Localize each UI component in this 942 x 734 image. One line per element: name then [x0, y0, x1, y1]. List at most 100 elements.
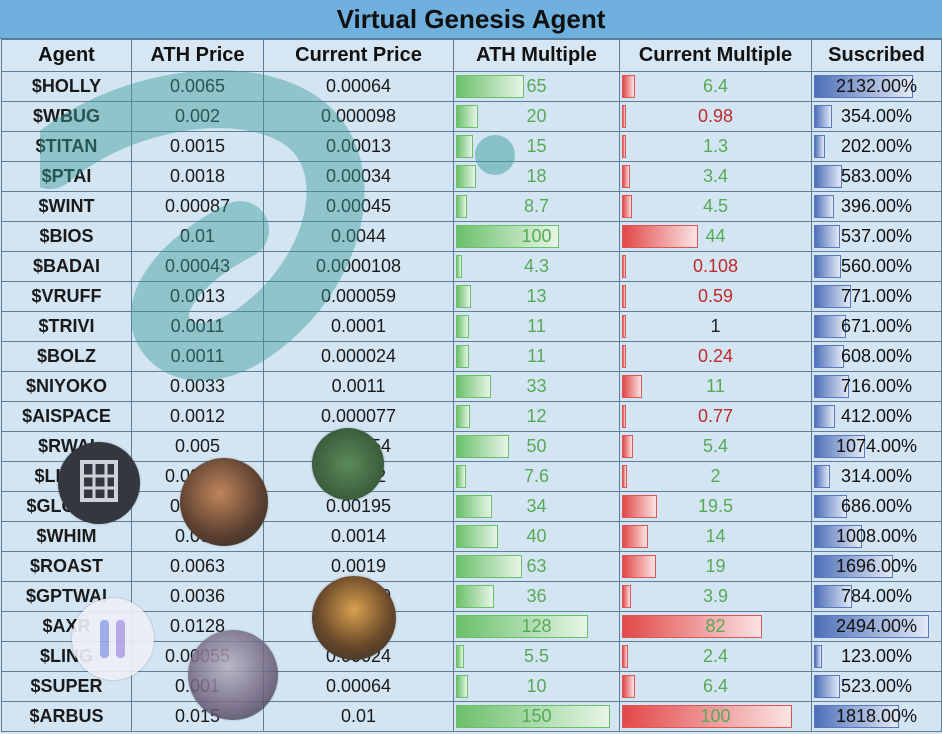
cell-current-price[interactable]: 0.000077	[263, 401, 454, 432]
cell-current-price[interactable]: 0.0044	[263, 221, 454, 252]
cell-current-price[interactable]: 0.00034	[263, 161, 454, 192]
cell-current-multiple[interactable]: 0.77	[619, 401, 812, 432]
cell-agent[interactable]: $VRUFF	[1, 281, 132, 312]
cell-current-price[interactable]: 0.0014	[263, 521, 454, 552]
cell-current-multiple[interactable]: 6.4	[619, 71, 812, 102]
cell-subscribed[interactable]: 2494.00%	[811, 611, 942, 642]
cell-subscribed[interactable]: 396.00%	[811, 191, 942, 222]
cell-ath-multiple[interactable]: 36	[453, 581, 620, 612]
cell-subscribed[interactable]: 202.00%	[811, 131, 942, 162]
cell-agent[interactable]: $WHIM	[1, 521, 132, 552]
cell-agent[interactable]: $TRIVI	[1, 311, 132, 342]
cell-ath-multiple[interactable]: 33	[453, 371, 620, 402]
cell-ath-multiple[interactable]: 50	[453, 431, 620, 462]
cell-current-multiple[interactable]: 100	[619, 701, 812, 732]
cell-agent[interactable]: $PTAI	[1, 161, 132, 192]
cell-ath-price[interactable]: 0.002	[131, 101, 264, 132]
cell-current-multiple[interactable]: 82	[619, 611, 812, 642]
cell-ath-price[interactable]: 0.0065	[131, 71, 264, 102]
cell-subscribed[interactable]: 123.00%	[811, 641, 942, 672]
cell-ath-price[interactable]: 0.0013	[131, 281, 264, 312]
cell-agent[interactable]: $BOLZ	[1, 341, 132, 372]
cell-agent[interactable]: $WBUG	[1, 101, 132, 132]
cell-ath-multiple[interactable]: 65	[453, 71, 620, 102]
cell-ath-multiple[interactable]: 150	[453, 701, 620, 732]
cell-subscribed[interactable]: 523.00%	[811, 671, 942, 702]
col-header-agent[interactable]: Agent	[1, 39, 132, 72]
cell-current-multiple[interactable]: 3.9	[619, 581, 812, 612]
cell-ath-multiple[interactable]: 4.3	[453, 251, 620, 282]
cell-ath-price[interactable]: 0.005	[131, 431, 264, 462]
cell-current-price[interactable]: 0.00045	[263, 191, 454, 222]
cell-agent[interactable]: $NIYOKO	[1, 371, 132, 402]
cell-ath-price[interactable]: 0.0011	[131, 341, 264, 372]
cell-ath-price[interactable]: 0.0033	[131, 371, 264, 402]
col-header-current-price[interactable]: Current Price	[263, 39, 454, 72]
cell-ath-price[interactable]: 0.0015	[131, 131, 264, 162]
cell-current-price[interactable]: 0.00013	[263, 131, 454, 162]
cell-subscribed[interactable]: 354.00%	[811, 101, 942, 132]
cell-subscribed[interactable]: 412.00%	[811, 401, 942, 432]
cell-ath-multiple[interactable]: 100	[453, 221, 620, 252]
cell-ath-multiple[interactable]: 128	[453, 611, 620, 642]
cell-ath-multiple[interactable]: 11	[453, 341, 620, 372]
cell-ath-multiple[interactable]: 7.6	[453, 461, 620, 492]
cell-ath-multiple[interactable]: 12	[453, 401, 620, 432]
cell-ath-multiple[interactable]: 63	[453, 551, 620, 582]
cell-current-multiple[interactable]: 0.98	[619, 101, 812, 132]
cell-ath-price[interactable]: 0.0018	[131, 161, 264, 192]
col-header-ath-price[interactable]: ATH Price	[131, 39, 264, 72]
cell-subscribed[interactable]: 608.00%	[811, 341, 942, 372]
cell-current-price[interactable]: 0.0000108	[263, 251, 454, 282]
cell-current-price[interactable]: 0.000059	[263, 281, 454, 312]
cell-ath-price[interactable]: 0.0012	[131, 401, 264, 432]
cell-ath-multiple[interactable]: 13	[453, 281, 620, 312]
cell-ath-price[interactable]: 0.00043	[131, 251, 264, 282]
cell-subscribed[interactable]: 314.00%	[811, 461, 942, 492]
cell-current-price[interactable]: 0.000098	[263, 101, 454, 132]
col-header-current-multiple[interactable]: Current Multiple	[619, 39, 812, 72]
cell-current-multiple[interactable]: 11	[619, 371, 812, 402]
cell-current-price[interactable]: 0.000024	[263, 341, 454, 372]
cell-subscribed[interactable]: 1008.00%	[811, 521, 942, 552]
cell-ath-multiple[interactable]: 11	[453, 311, 620, 342]
cell-current-multiple[interactable]: 5.4	[619, 431, 812, 462]
cell-ath-price[interactable]: 0.00087	[131, 191, 264, 222]
cell-agent[interactable]: $AISPACE	[1, 401, 132, 432]
cell-current-multiple[interactable]: 6.4	[619, 671, 812, 702]
cell-subscribed[interactable]: 784.00%	[811, 581, 942, 612]
cell-ath-multiple[interactable]: 8.7	[453, 191, 620, 222]
cell-current-multiple[interactable]: 19	[619, 551, 812, 582]
cell-current-multiple[interactable]: 19.5	[619, 491, 812, 522]
cell-current-multiple[interactable]: 1.3	[619, 131, 812, 162]
cell-ath-multiple[interactable]: 34	[453, 491, 620, 522]
cell-agent[interactable]: $TITAN	[1, 131, 132, 162]
cell-current-multiple[interactable]: 1	[619, 311, 812, 342]
cell-subscribed[interactable]: 1696.00%	[811, 551, 942, 582]
cell-ath-price[interactable]: 0.0011	[131, 311, 264, 342]
cell-agent[interactable]: $HOLLY	[1, 71, 132, 102]
cell-current-price[interactable]: 0.00064	[263, 671, 454, 702]
cell-current-multiple[interactable]: 3.4	[619, 161, 812, 192]
cell-agent[interactable]: $ARBUS	[1, 701, 132, 732]
cell-subscribed[interactable]: 771.00%	[811, 281, 942, 312]
cell-current-multiple[interactable]: 0.59	[619, 281, 812, 312]
col-header-subscribed[interactable]: Suscribed	[811, 39, 942, 72]
cell-subscribed[interactable]: 1074.00%	[811, 431, 942, 462]
cell-subscribed[interactable]: 583.00%	[811, 161, 942, 192]
col-header-ath-multiple[interactable]: ATH Multiple	[453, 39, 620, 72]
cell-ath-multiple[interactable]: 40	[453, 521, 620, 552]
cell-ath-multiple[interactable]: 15	[453, 131, 620, 162]
cell-subscribed[interactable]: 716.00%	[811, 371, 942, 402]
cell-current-price[interactable]: 0.01	[263, 701, 454, 732]
cell-current-price[interactable]: 0.0001	[263, 311, 454, 342]
cell-agent[interactable]: $WINT	[1, 191, 132, 222]
cell-ath-multiple[interactable]: 18	[453, 161, 620, 192]
cell-current-multiple[interactable]: 0.24	[619, 341, 812, 372]
cell-current-multiple[interactable]: 14	[619, 521, 812, 552]
cell-agent[interactable]: $ROAST	[1, 551, 132, 582]
cell-current-multiple[interactable]: 4.5	[619, 191, 812, 222]
cell-ath-price[interactable]: 0.0063	[131, 551, 264, 582]
cell-current-price[interactable]: 0.00064	[263, 71, 454, 102]
cell-current-multiple[interactable]: 2	[619, 461, 812, 492]
